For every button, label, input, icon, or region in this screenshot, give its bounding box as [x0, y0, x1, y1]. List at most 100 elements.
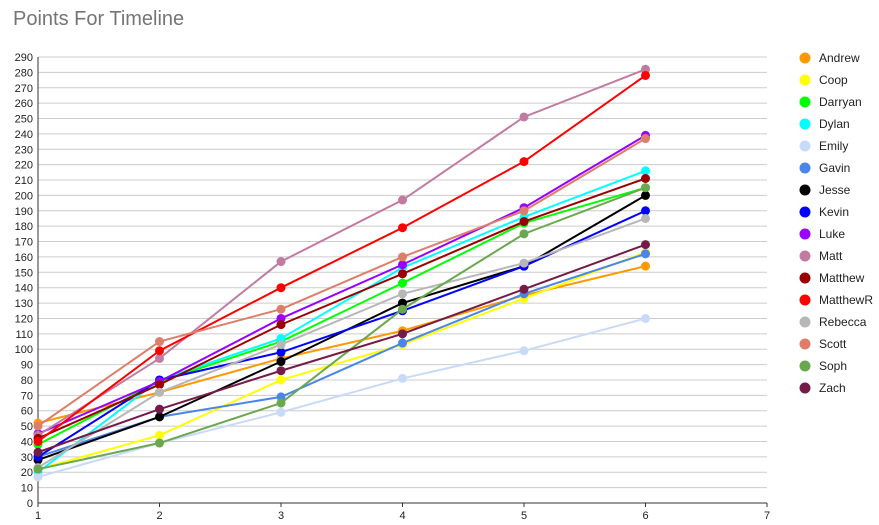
legend-item: Dylan [799, 117, 850, 131]
legend-marker [799, 74, 811, 86]
legend-marker [799, 140, 811, 152]
x-axis-ticks: 1 2 3 4 5 6 7 [35, 503, 770, 522]
legend-marker [799, 162, 811, 174]
x-tick-label: 4 [399, 510, 405, 522]
data-point [276, 375, 286, 385]
data-point [641, 206, 650, 216]
y-tick-label: 220 [15, 160, 33, 172]
data-point [519, 346, 529, 356]
series-line [37, 177, 646, 440]
data-point [33, 421, 43, 431]
legend-label: Zach [819, 381, 846, 395]
series-line [37, 74, 647, 443]
data-point [155, 430, 164, 440]
series-line [37, 186, 646, 471]
data-point [398, 329, 407, 339]
data-point [519, 229, 529, 239]
data-point [641, 190, 650, 200]
x-tick-label: 3 [278, 510, 284, 522]
legend-marker [799, 272, 811, 284]
y-tick-label: 250 [15, 114, 33, 126]
y-tick-label: 260 [15, 98, 33, 110]
series-coop [33, 247, 650, 474]
data-point [276, 257, 286, 267]
series-group [33, 64, 650, 482]
legend-marker [799, 52, 811, 64]
data-point [641, 166, 650, 176]
y-tick-label: 80 [21, 375, 33, 387]
data-point [276, 340, 286, 350]
series-line [37, 137, 647, 427]
y-tick-label: 140 [15, 283, 33, 295]
legend-item: Matthew [799, 271, 865, 285]
data-point [641, 64, 650, 74]
legend-marker [799, 206, 811, 218]
data-point [519, 284, 529, 294]
series-line [37, 217, 646, 469]
data-point [33, 472, 43, 482]
x-tick-label: 2 [156, 510, 162, 522]
legend-marker [799, 184, 811, 196]
legend-label: Soph [819, 359, 847, 373]
data-point [155, 412, 164, 422]
data-point [155, 346, 164, 356]
data-point [641, 240, 650, 250]
series-matthewr [33, 70, 650, 446]
y-tick-label: 0 [27, 498, 33, 510]
y-tick-label: 160 [15, 252, 33, 264]
data-point [398, 338, 407, 348]
series-emily [33, 313, 650, 482]
data-point [33, 447, 43, 457]
data-point [398, 373, 407, 383]
data-point [276, 320, 286, 330]
data-point [641, 261, 650, 271]
data-point [519, 258, 529, 268]
legend-marker [799, 294, 811, 306]
series-scott [33, 134, 650, 431]
y-tick-label: 100 [15, 344, 33, 356]
data-point [398, 252, 407, 262]
legend-marker [799, 250, 811, 262]
data-point [398, 298, 407, 308]
y-tick-label: 270 [15, 83, 33, 95]
legend-label: Matthew [819, 271, 865, 285]
data-point [519, 217, 529, 227]
legend-label: Rebecca [819, 315, 867, 329]
y-tick-label: 210 [15, 175, 33, 187]
data-point [276, 283, 286, 293]
series-jesse [33, 190, 650, 465]
series-rebecca [33, 213, 650, 473]
y-axis-ticks: 0 10 20 30 40 50 60 70 80 90 100 110 120 130 140 150 160… [15, 52, 33, 510]
legend-marker [799, 338, 811, 350]
data-point [519, 112, 529, 122]
legend-label: Jesse [819, 183, 851, 197]
series-luke [33, 130, 650, 439]
data-point [641, 134, 650, 144]
legend-item: Matt [799, 249, 843, 263]
legend-marker [799, 360, 811, 372]
legend-label: Andrew [819, 51, 860, 65]
y-tick-label: 120 [15, 313, 33, 325]
data-point [398, 195, 407, 205]
data-point [641, 70, 650, 80]
legend-marker [799, 382, 811, 394]
x-tick-label: 6 [642, 510, 648, 522]
y-tick-label: 60 [21, 406, 33, 418]
data-point [155, 380, 164, 390]
data-point [641, 173, 650, 183]
y-tick-label: 200 [15, 190, 33, 202]
data-point [276, 392, 286, 402]
data-point [641, 213, 650, 223]
data-point [276, 304, 286, 314]
legend-item: Jesse [799, 183, 851, 197]
legend-label: Luke [819, 227, 845, 241]
data-point [276, 313, 286, 323]
data-point [276, 398, 286, 408]
data-point [641, 249, 650, 259]
data-point [155, 387, 164, 397]
data-point [33, 464, 43, 474]
legend-item: Soph [799, 359, 847, 373]
data-point [398, 304, 407, 314]
y-tick-label: 40 [21, 436, 33, 448]
